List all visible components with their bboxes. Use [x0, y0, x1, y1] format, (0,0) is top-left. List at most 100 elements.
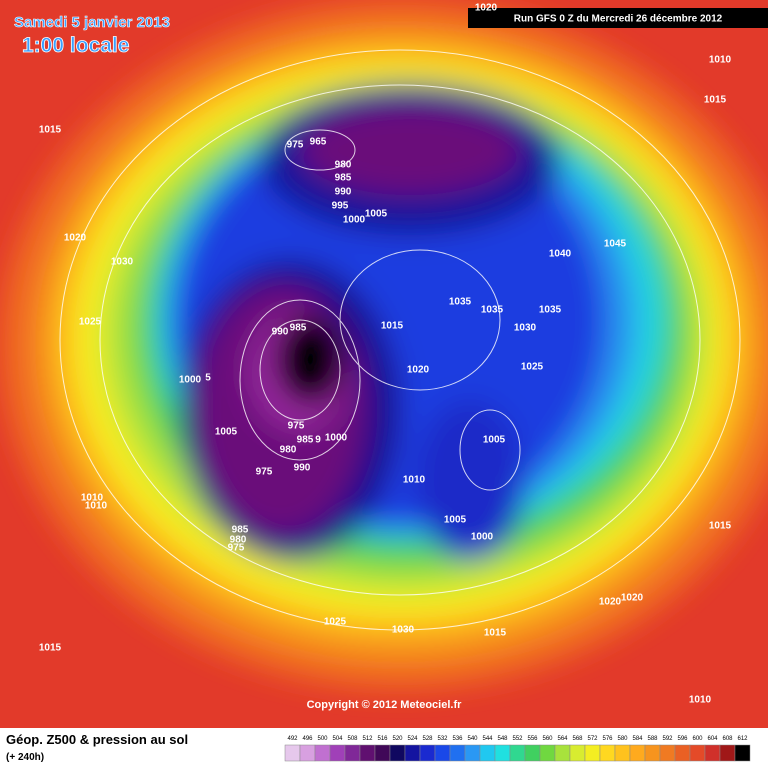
- legend-swatch: [599, 744, 616, 762]
- isobar-label: 990: [294, 463, 311, 474]
- legend-swatch: [719, 744, 736, 762]
- isobar-label: 1010: [403, 475, 426, 486]
- legend-swatch: [614, 744, 631, 762]
- legend-swatch: [479, 744, 496, 762]
- legend-label: 576: [602, 736, 613, 742]
- isobar-label: 980: [230, 535, 247, 546]
- legend-swatch: [374, 744, 391, 762]
- isobar-label: 1020: [621, 593, 644, 604]
- isobar-label: 965: [310, 137, 327, 148]
- isobar-label: 1020: [599, 597, 622, 608]
- isobar-label: 1020: [64, 233, 87, 244]
- isobar-label: 1010: [709, 55, 732, 66]
- footer-title: Géop. Z500 & pression au sol: [6, 732, 188, 747]
- legend-label: 552: [512, 736, 523, 742]
- legend-label: 596: [677, 736, 688, 742]
- legend-label: 560: [542, 736, 553, 742]
- legend-swatch: [329, 744, 346, 762]
- legend-label: 548: [497, 736, 508, 742]
- legend-label: 564: [557, 736, 568, 742]
- legend-label: 512: [362, 736, 373, 742]
- legend-swatch: [494, 744, 511, 762]
- legend-label: 592: [662, 736, 673, 742]
- legend-label: 536: [452, 736, 463, 742]
- isobar-label: 1035: [449, 297, 472, 308]
- legend-label: 532: [437, 736, 448, 742]
- run-box: [468, 8, 768, 28]
- isobar-label: 1000: [471, 532, 494, 543]
- isobar-label: 1000: [343, 215, 366, 226]
- isobar-label: 1010: [689, 695, 712, 706]
- isobar-label: 1000: [179, 375, 202, 386]
- isobar-label: 1025: [324, 617, 347, 628]
- legend-swatch: [389, 744, 406, 762]
- legend-label: 612: [737, 736, 748, 742]
- isobar-label: 1015: [484, 628, 507, 639]
- legend-label: 580: [617, 736, 628, 742]
- isobar-label: 1010: [85, 501, 108, 512]
- legend-swatch: [449, 744, 466, 762]
- legend-swatch: [659, 744, 676, 762]
- isobar-label: 1035: [539, 305, 562, 316]
- legend-swatch: [299, 744, 316, 762]
- legend-swatch: [644, 744, 661, 762]
- legend-swatch: [419, 744, 436, 762]
- legend-swatch: [434, 744, 451, 762]
- legend-label: 520: [392, 736, 403, 742]
- isobar-label: 1010: [81, 493, 104, 504]
- isobar-label: 980: [280, 445, 297, 456]
- map-field: [0, 0, 768, 728]
- legend-swatch: [404, 744, 421, 762]
- isobar-label: 1035: [481, 305, 504, 316]
- isobar-label: 1025: [79, 317, 102, 328]
- isobar-label: 1005: [365, 209, 388, 220]
- isobar-label: 1030: [514, 323, 537, 334]
- isobar-label: 995: [332, 201, 349, 212]
- legend-swatch: [539, 744, 556, 762]
- legend-swatch: [554, 744, 571, 762]
- legend-label: 524: [407, 736, 418, 742]
- legend-label: 496: [302, 736, 313, 742]
- isobar-label: 1015: [704, 95, 727, 106]
- legend-swatch: [689, 744, 706, 762]
- legend-label: 584: [632, 736, 643, 742]
- legend-label: 604: [707, 736, 718, 742]
- run-label: Run GFS 0 Z du Mercredi 26 décembre 2012: [514, 14, 723, 25]
- isobar-label: 1015: [39, 125, 62, 136]
- isobar-label: 975: [287, 140, 304, 151]
- isobar-label: 1025: [521, 362, 544, 373]
- isobar-label: 985: [232, 525, 249, 536]
- legend-swatch: [524, 744, 541, 762]
- isobar-label: 5: [205, 373, 211, 384]
- isobar-label: 985: [335, 173, 352, 184]
- isobar-label: 9: [315, 435, 321, 446]
- legend-label: 568: [572, 736, 583, 742]
- isobar-label: 1030: [111, 257, 134, 268]
- isobar-label: 1015: [39, 643, 62, 654]
- isobar-label: 1040: [549, 249, 572, 260]
- legend-swatch: [734, 744, 751, 762]
- isobar-label: 1030: [392, 625, 415, 636]
- legend-label: 528: [422, 736, 433, 742]
- isobar-label: 1020: [407, 365, 430, 376]
- legend-label: 588: [647, 736, 658, 742]
- isobar-label: 1000: [325, 433, 348, 444]
- legend-swatch: [704, 744, 721, 762]
- isobar-label: 990: [335, 187, 352, 198]
- isobar-label: 985: [290, 323, 307, 334]
- legend-label: 556: [527, 736, 538, 742]
- legend-label: 504: [332, 736, 343, 742]
- isobar-label: 980: [335, 160, 352, 171]
- legend-swatch: [344, 744, 361, 762]
- legend-swatch: [569, 744, 586, 762]
- legend-label: 600: [692, 736, 703, 742]
- legend-swatch: [509, 744, 526, 762]
- legend-label: 508: [347, 736, 358, 742]
- legend-label: 608: [722, 736, 733, 742]
- isobar-label: 975: [228, 543, 245, 554]
- legend-swatch: [284, 744, 301, 762]
- legend-label: 544: [482, 736, 493, 742]
- legend-swatch: [359, 744, 376, 762]
- legend-label: 540: [467, 736, 478, 742]
- legend-label: 572: [587, 736, 598, 742]
